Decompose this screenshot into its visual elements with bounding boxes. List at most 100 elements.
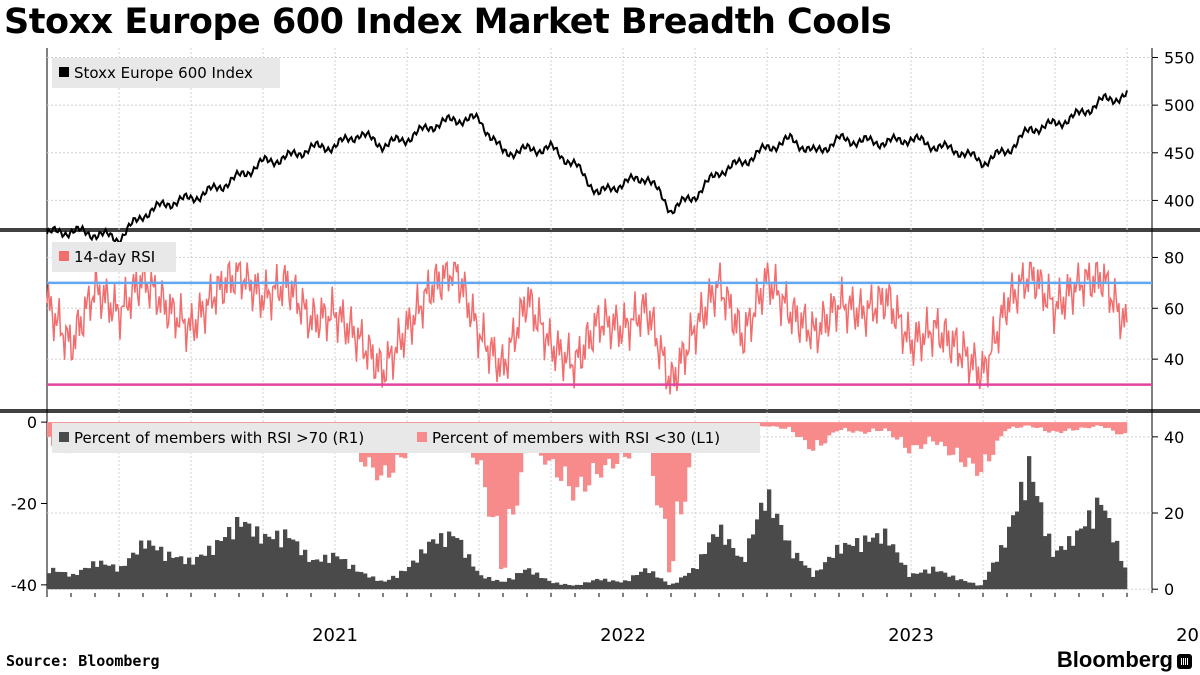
bar-rsi-below-30 [811,422,816,451]
bar-rsi-below-30 [683,422,688,502]
bar-rsi-above-70 [951,575,956,590]
x-tick-label: 2021 [312,625,358,646]
bar-rsi-above-70 [847,544,852,590]
bar-rsi-above-70 [663,581,668,590]
bar-rsi-above-70 [487,577,492,590]
bar-rsi-above-70 [891,544,896,590]
bar-rsi-below-30 [907,422,912,454]
bar-rsi-below-30 [951,422,956,455]
bar-rsi-below-30 [483,422,488,488]
bar-rsi-above-70 [51,567,56,590]
bar-rsi-above-70 [535,572,540,590]
bar-rsi-above-70 [903,564,908,590]
bar-rsi-above-70 [311,559,316,590]
bar-rsi-above-70 [1079,528,1084,590]
bar-rsi-above-70 [327,562,332,590]
bar-rsi-below-30 [991,422,996,455]
bar-rsi-below-30 [1031,422,1036,428]
bar-rsi-above-70 [727,539,732,590]
bar-rsi-below-30 [1071,422,1076,431]
bar-rsi-above-70 [927,573,932,590]
legend-breadth: Percent of members with RSI >70 (R1) Perc… [52,423,760,453]
bar-rsi-above-70 [1107,518,1112,590]
bar-rsi-above-70 [447,531,452,590]
source-note: Source: Bloomberg [6,652,160,670]
bar-rsi-above-70 [1067,536,1072,590]
bar-rsi-above-70 [415,562,420,590]
bar-rsi-above-70 [511,579,516,590]
bar-rsi-above-70 [431,539,436,590]
bar-rsi-below-30 [1119,422,1124,435]
bar-rsi-above-70 [863,535,868,590]
bar-rsi-above-70 [155,550,160,590]
y-tick-label-right: 40 [1164,428,1184,447]
bar-rsi-above-70 [71,573,76,590]
bar-rsi-above-70 [1035,496,1040,590]
bar-rsi-above-70 [779,524,784,590]
bar-rsi-above-70 [683,575,688,590]
bar-rsi-below-30 [975,422,980,476]
bar-rsi-above-70 [1055,550,1060,590]
bar-rsi-below-30 [515,422,520,506]
bar-rsi-above-70 [95,566,100,590]
bar-rsi-above-70 [623,580,628,590]
bar-rsi-above-70 [627,581,632,590]
legend-background [52,423,760,453]
bar-rsi-above-70 [771,517,776,590]
bar-rsi-above-70 [703,553,708,590]
bar-rsi-above-70 [1039,502,1044,590]
bar-rsi-above-70 [587,582,592,590]
bar-rsi-above-70 [931,566,936,590]
bar-rsi-above-70 [955,580,960,590]
bar-rsi-above-70 [291,539,296,590]
bar-rsi-above-70 [615,581,620,590]
bar-rsi-above-70 [943,572,948,590]
bar-rsi-above-70 [687,572,692,590]
bar-rsi-above-70 [455,537,460,590]
bar-rsi-above-70 [739,556,744,590]
bar-rsi-below-30 [1023,422,1028,426]
bar-rsi-above-70 [823,562,828,590]
bar-rsi-above-70 [559,584,564,590]
y-tick-label: 400 [1164,191,1195,210]
bar-rsi-above-70 [583,582,588,590]
bar-rsi-above-70 [999,545,1004,590]
bar-rsi-below-30 [671,422,676,562]
bar-rsi-above-70 [1111,542,1116,590]
bar-rsi-above-70 [815,570,820,590]
y-tick-label: 60 [1164,299,1184,318]
bar-rsi-above-70 [799,561,804,590]
bar-rsi-above-70 [751,534,756,590]
bar-rsi-below-30 [927,422,932,437]
bar-rsi-below-30 [987,422,992,462]
bar-rsi-below-30 [947,422,952,456]
bar-rsi-above-70 [567,584,572,590]
bar-rsi-above-70 [791,558,796,590]
bar-rsi-above-70 [911,573,916,590]
bar-rsi-above-70 [1063,549,1068,590]
bar-rsi-below-30 [1111,422,1116,431]
bar-rsi-above-70 [735,555,740,590]
bar-rsi-above-70 [711,534,716,590]
bar-rsi-above-70 [139,540,144,590]
bar-rsi-above-70 [907,576,912,590]
bar-rsi-above-70 [255,526,260,590]
bar-rsi-above-70 [75,575,80,590]
bar-rsi-above-70 [1007,526,1012,590]
y-tick-label-left: -40 [11,576,37,595]
bar-rsi-below-30 [1103,422,1108,428]
bar-rsi-below-30 [675,422,680,502]
bar-rsi-above-70 [787,540,792,590]
bar-rsi-below-30 [967,422,972,458]
bar-rsi-above-70 [563,583,568,590]
legend-swatch [417,432,427,442]
bar-rsi-below-30 [655,422,660,506]
y-tick-label-left: -20 [11,495,37,514]
bar-rsi-above-70 [199,554,204,590]
bar-rsi-below-30 [507,422,512,509]
bar-rsi-below-30 [1059,422,1064,434]
bar-rsi-above-70 [759,502,764,590]
bar-rsi-above-70 [275,530,280,590]
bar-rsi-above-70 [175,557,180,590]
